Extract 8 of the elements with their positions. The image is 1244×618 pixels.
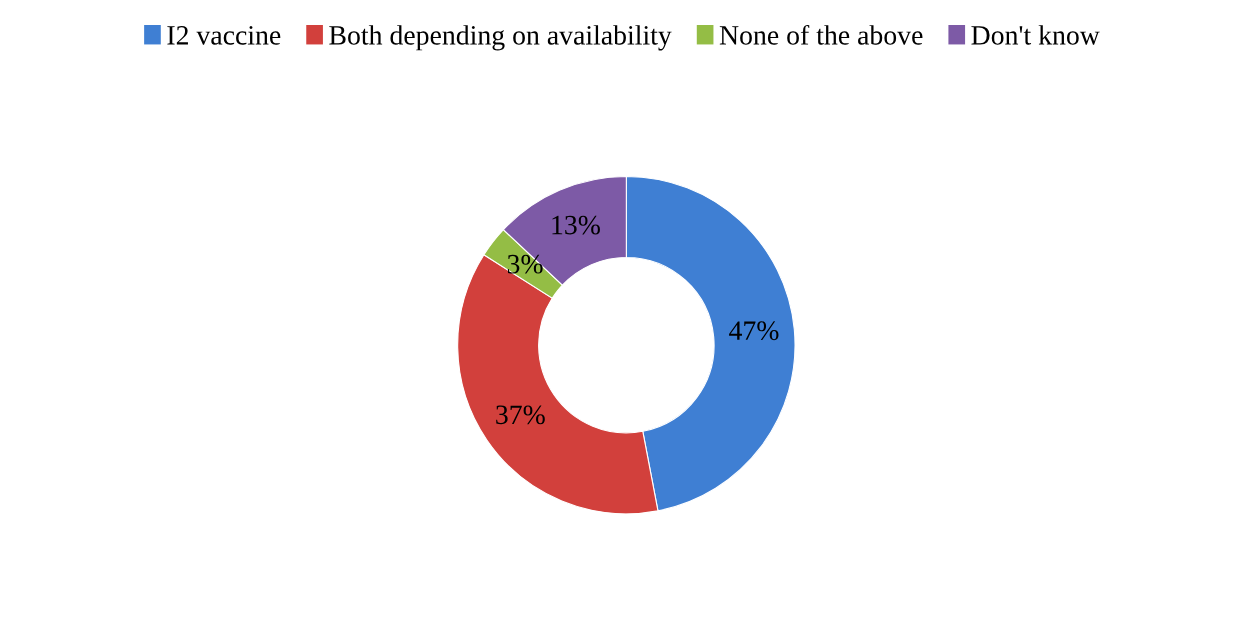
legend-label: I2 vaccine — [167, 26, 281, 45]
legend-label: Don't know — [971, 25, 1100, 45]
data-label: 37% — [496, 405, 545, 425]
data-label: 3% — [507, 254, 543, 274]
legend-label: Both depending on availability — [329, 25, 672, 51]
data-label: 13% — [552, 215, 600, 235]
legend-label: None of the above — [719, 24, 923, 45]
data-label: 47% — [729, 321, 779, 341]
